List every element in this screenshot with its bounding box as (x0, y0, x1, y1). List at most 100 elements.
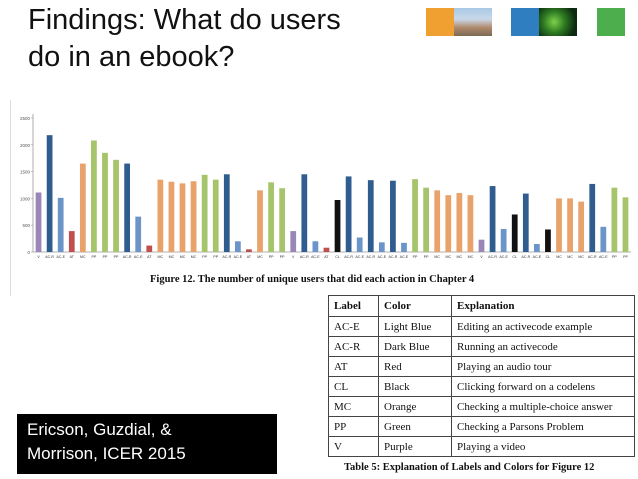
table-caption: Table 5: Explanation of Labels and Color… (344, 462, 595, 473)
bar (622, 197, 629, 252)
bar (57, 197, 64, 252)
x-tick-label: MC (567, 255, 573, 259)
bar (545, 229, 551, 252)
figure-12-chart: 0 500 1000 1500 2000 2500 V AC-R AC-E AT MC PP PP PP A… (10, 100, 636, 296)
slide-title: Findings: What do users do in an ebook? (28, 2, 388, 76)
x-tick-label: MC (191, 255, 197, 259)
campus-photo-thumbnail (454, 8, 492, 36)
bar (478, 239, 485, 252)
x-tick-label: V (480, 255, 483, 259)
bar (79, 163, 86, 252)
citation-line1: Ericson, Guzdial, & (27, 420, 172, 439)
slide-title-line1: Findings: What do users (28, 4, 341, 36)
bar (91, 140, 97, 252)
x-tick-label: AC-R (521, 255, 530, 259)
table-cell: Checking a multiple-choice answer (451, 396, 635, 417)
bar (600, 226, 607, 252)
bar (157, 179, 164, 252)
table-cell: Dark Blue (378, 336, 452, 357)
x-tick-label: AC-E (355, 255, 364, 259)
table-cell: Red (378, 356, 452, 377)
table-cell: V (328, 436, 379, 457)
bar (533, 243, 540, 252)
bar (467, 195, 474, 252)
x-tick-label: PP (424, 255, 429, 259)
citation-box: Ericson, Guzdial, & Morrison, ICER 2015 (17, 414, 277, 474)
x-tick-label: V (292, 255, 295, 259)
table-row: AC-E Light Blue Editing an activecode ex… (328, 316, 635, 337)
bar (401, 242, 407, 252)
x-tick-label: AC-R (488, 255, 497, 259)
bar (445, 195, 452, 252)
green-square-decoration (597, 8, 625, 36)
x-tick-label: PP (114, 255, 119, 259)
y-tick-label: 1500 (20, 170, 31, 175)
x-tick-label: AC-R (300, 255, 309, 259)
x-tick-label: AC-E (533, 255, 542, 259)
bar (234, 241, 241, 252)
table-header-label: Label (328, 295, 379, 317)
table-cell: MC (328, 396, 379, 417)
table-cell: AC-R (328, 336, 379, 357)
bar (412, 179, 418, 252)
x-tick-label: PP (269, 255, 274, 259)
x-tick-label: PP (213, 255, 218, 259)
table-cell: Checking a Parsons Problem (451, 416, 635, 437)
x-tick-label: MC (578, 255, 584, 259)
bar (367, 180, 374, 252)
bar (212, 179, 219, 252)
x-tick-label: PP (612, 255, 617, 259)
bar (378, 242, 385, 252)
x-tick-label: MC (457, 255, 463, 259)
bar (168, 181, 175, 252)
x-tick-label: AC-R (344, 255, 353, 259)
citation-line2: Morrison, ICER 2015 (27, 444, 186, 463)
x-tick-label: MC (257, 255, 263, 259)
bar (323, 247, 330, 252)
bar (146, 245, 153, 252)
bar (567, 198, 573, 252)
x-tick-label: CL (512, 255, 517, 259)
bar (312, 241, 319, 252)
x-tick-label: MC (169, 255, 175, 259)
table-header-color: Color (378, 295, 452, 317)
bar (434, 190, 441, 252)
x-tick-label: MC (468, 255, 474, 259)
bar (522, 193, 529, 252)
x-tick-label: PP (413, 255, 418, 259)
bar (390, 180, 396, 252)
x-tick-label: MC (180, 255, 186, 259)
y-tick-label: 1000 (20, 196, 31, 201)
bar (268, 182, 274, 252)
table-row: AT Red Playing an audio tour (328, 356, 635, 377)
bar (35, 192, 42, 252)
bar (301, 174, 308, 252)
x-tick-label: AT (324, 255, 329, 259)
bar (489, 186, 496, 252)
bar (257, 190, 263, 252)
bar (223, 174, 230, 252)
bar (135, 216, 142, 252)
table-cell: PP (328, 416, 379, 437)
bar (423, 187, 430, 252)
x-tick-label: PP (92, 255, 97, 259)
bar (179, 183, 186, 252)
table-cell: AC-E (328, 316, 379, 337)
y-tick-label: 2000 (20, 143, 31, 148)
bar (102, 152, 108, 252)
table-row: AC-R Dark Blue Running an activecode (328, 336, 635, 357)
x-tick-label: AT (70, 255, 75, 259)
table-row: V Purple Playing a video (328, 436, 635, 457)
bar (113, 159, 119, 252)
y-tick-label: 2500 (20, 116, 31, 121)
y-tick-label: 0 (27, 250, 30, 255)
x-tick-label: AC-E (234, 255, 243, 259)
blue-square-decoration (511, 8, 539, 36)
x-tick-label: AC-R (588, 255, 597, 259)
bar (290, 231, 297, 252)
table-cell: Clicking forward on a codelens (451, 376, 635, 397)
slide-title-line2: do in an ebook? (28, 41, 235, 73)
x-tick-label: AC-E (56, 255, 65, 259)
bar (246, 249, 252, 252)
